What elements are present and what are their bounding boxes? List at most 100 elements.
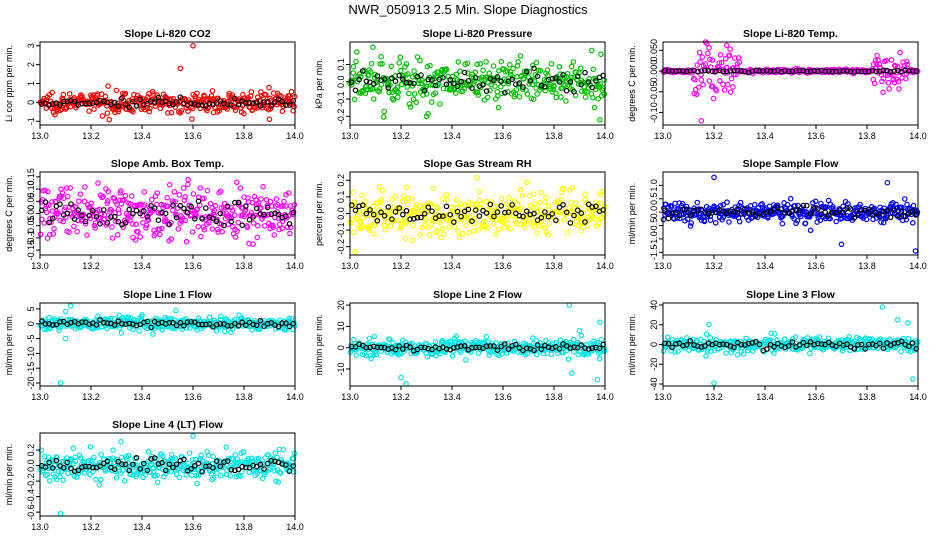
data-point — [175, 226, 182, 232]
reference-point — [862, 68, 869, 75]
data-point — [164, 194, 171, 201]
reference-point — [122, 101, 129, 107]
data-point — [883, 57, 890, 64]
data-points — [37, 42, 298, 123]
reference-point — [421, 87, 428, 94]
data-point — [108, 207, 115, 213]
data-point — [267, 198, 274, 205]
outlier-point — [594, 376, 601, 383]
y-tick-label: 0 — [649, 342, 659, 347]
data-point — [597, 81, 604, 87]
reference-point — [228, 102, 235, 108]
data-point — [536, 199, 543, 206]
data-point — [561, 217, 568, 223]
data-point — [66, 91, 73, 97]
reference-point — [763, 68, 770, 74]
data-point — [439, 226, 446, 232]
data-point — [432, 339, 439, 345]
data-point — [530, 96, 537, 103]
data-point — [726, 52, 733, 59]
x-tick-label: 14.0 — [286, 261, 304, 271]
data-point — [533, 59, 540, 66]
x-tick-label: 14.0 — [286, 392, 304, 402]
reference-point — [133, 103, 140, 109]
data-points — [347, 44, 608, 123]
data-point — [484, 94, 491, 101]
data-point — [891, 62, 898, 69]
data-point — [71, 223, 77, 230]
reference-point — [793, 68, 799, 74]
data-points — [37, 433, 298, 517]
data-point — [490, 63, 497, 69]
x-tick-label: 13.2 — [392, 392, 410, 402]
reference-point — [119, 95, 125, 101]
x-tick-label: 13.0 — [341, 131, 359, 141]
data-point — [371, 231, 377, 237]
reference-point — [177, 94, 184, 100]
data-point — [693, 91, 700, 98]
data-point — [463, 222, 469, 229]
y-axis-label: ml/min per min. — [627, 183, 637, 245]
data-point — [190, 191, 197, 197]
data-point — [122, 90, 129, 97]
data-point — [472, 69, 479, 75]
data-point — [370, 96, 377, 102]
reference-point — [887, 69, 894, 75]
data-point — [710, 95, 717, 102]
data-point — [79, 93, 85, 99]
data-point — [195, 223, 201, 230]
data-point — [462, 357, 469, 363]
data-point — [601, 77, 608, 83]
reference-point — [399, 211, 406, 218]
data-point — [50, 231, 57, 237]
reference-point — [454, 83, 461, 90]
data-point — [425, 224, 432, 231]
reference-point — [82, 100, 89, 107]
data-point — [588, 47, 595, 54]
y-tick-label: 0 — [26, 100, 36, 105]
data-point — [356, 71, 363, 77]
x-tick-label: 13.6 — [807, 261, 825, 271]
data-point — [113, 474, 120, 481]
data-point — [413, 99, 420, 106]
x-tick-label: 13.0 — [31, 522, 49, 532]
data-point — [113, 87, 120, 94]
data-points — [347, 174, 608, 255]
y-tick-label: 0.0 — [336, 76, 346, 89]
reference-point — [188, 100, 195, 107]
y-tick-label: 20 — [649, 320, 659, 330]
data-point — [593, 223, 600, 229]
data-point — [116, 210, 122, 217]
reference-point — [389, 75, 395, 81]
reference-point — [425, 76, 432, 83]
x-tick-label: 13.4 — [133, 522, 151, 532]
reference-point — [450, 80, 457, 87]
data-point — [273, 196, 280, 202]
y-tick-label: 0.2 — [26, 444, 36, 457]
data-point — [703, 331, 710, 337]
data-point — [517, 186, 524, 193]
data-point — [515, 58, 521, 65]
data-point — [724, 81, 731, 88]
reference-point — [443, 81, 450, 88]
data-point — [501, 224, 508, 231]
reference-point — [432, 82, 439, 89]
data-point — [453, 71, 460, 78]
panel-2: Slope Li-820 Pressure 13.0 13.2 13.4 13.6 13.… — [314, 28, 614, 141]
reference-point — [217, 98, 224, 104]
data-point — [270, 224, 277, 231]
reference-point — [243, 100, 249, 106]
reference-point — [873, 68, 879, 75]
data-point — [886, 86, 893, 92]
y-tick-label: -5 — [26, 335, 36, 343]
reference-point — [126, 206, 133, 213]
data-point — [524, 91, 531, 97]
x-tick-label: 14.0 — [909, 131, 927, 141]
data-point — [109, 224, 115, 230]
reference-point — [800, 67, 807, 74]
y-tick-label: -15 — [26, 362, 36, 375]
data-point — [359, 192, 365, 199]
data-point — [530, 191, 537, 197]
reference-point — [465, 78, 472, 84]
data-point — [723, 350, 729, 356]
